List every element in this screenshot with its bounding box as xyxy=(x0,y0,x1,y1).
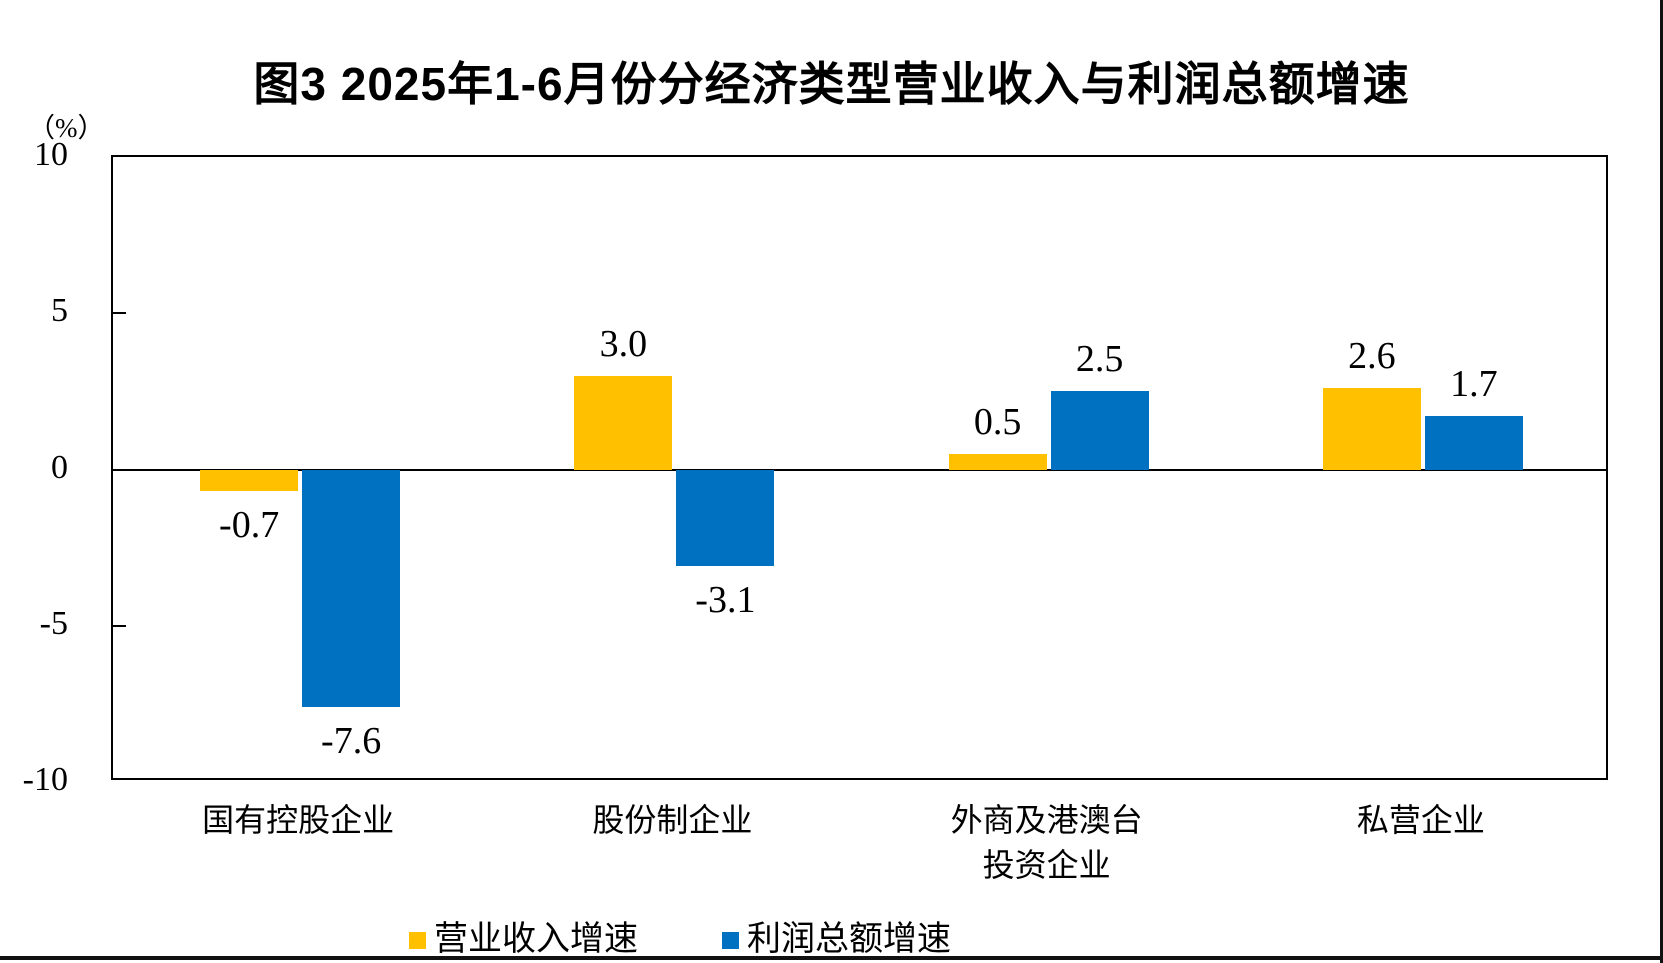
legend-label: 利润总额增速 xyxy=(747,921,951,958)
y-tick-label: -5 xyxy=(39,604,68,642)
page-right-border xyxy=(1660,0,1663,963)
y-tick-label: 5 xyxy=(51,292,68,330)
bar xyxy=(948,453,1047,470)
x-category-label: 外商及港澳台 投资企业 xyxy=(950,802,1143,883)
y-tick-mark xyxy=(113,624,126,627)
y-tick-label: 10 xyxy=(34,136,68,173)
bar-value-label: 2.6 xyxy=(1348,335,1396,378)
y-tick-label: -10 xyxy=(22,761,68,798)
x-category-label: 股份制企业 xyxy=(592,802,753,838)
y-axis-unit-label: （%） xyxy=(28,113,105,143)
bar-value-label: -7.6 xyxy=(321,720,382,762)
legend-item: 营业收入增速 xyxy=(409,920,638,960)
bar-value-label: -0.7 xyxy=(219,504,280,547)
bar xyxy=(302,469,401,707)
bar xyxy=(1050,391,1149,470)
x-axis-zero-line xyxy=(113,468,1606,471)
legend-swatch xyxy=(409,931,426,949)
legend-swatch xyxy=(722,931,739,949)
bar-value-label: -3.1 xyxy=(695,579,756,622)
bar xyxy=(1424,416,1523,470)
legend: 营业收入增速 利润总额增速 xyxy=(0,918,1360,962)
x-category-label: 私营企业 xyxy=(1356,802,1485,838)
bar-value-label: 2.5 xyxy=(1075,338,1124,381)
plot-area: -0.7 3.0 0.5 2.6 -7.6 -3.1 2.5 1.7 xyxy=(111,155,1608,780)
legend-item: 利润总额增速 xyxy=(722,920,951,960)
page-bottom-border xyxy=(0,956,1663,960)
x-category-label: 国有控股企业 xyxy=(202,802,395,838)
y-tick-label: 0 xyxy=(51,448,68,486)
y-tick-mark xyxy=(113,312,126,315)
legend-label: 营业收入增速 xyxy=(434,921,638,958)
bar-value-label: 1.7 xyxy=(1450,363,1498,406)
bar xyxy=(574,375,673,470)
chart-title: 图3 2025年1-6月份分经济类型营业收入与利润总额增速 xyxy=(253,58,1410,110)
bar-value-label: 3.0 xyxy=(599,322,648,365)
bar-value-label: 0.5 xyxy=(973,400,1022,443)
bar xyxy=(1322,388,1421,470)
bar xyxy=(676,469,775,567)
bar xyxy=(200,469,299,492)
